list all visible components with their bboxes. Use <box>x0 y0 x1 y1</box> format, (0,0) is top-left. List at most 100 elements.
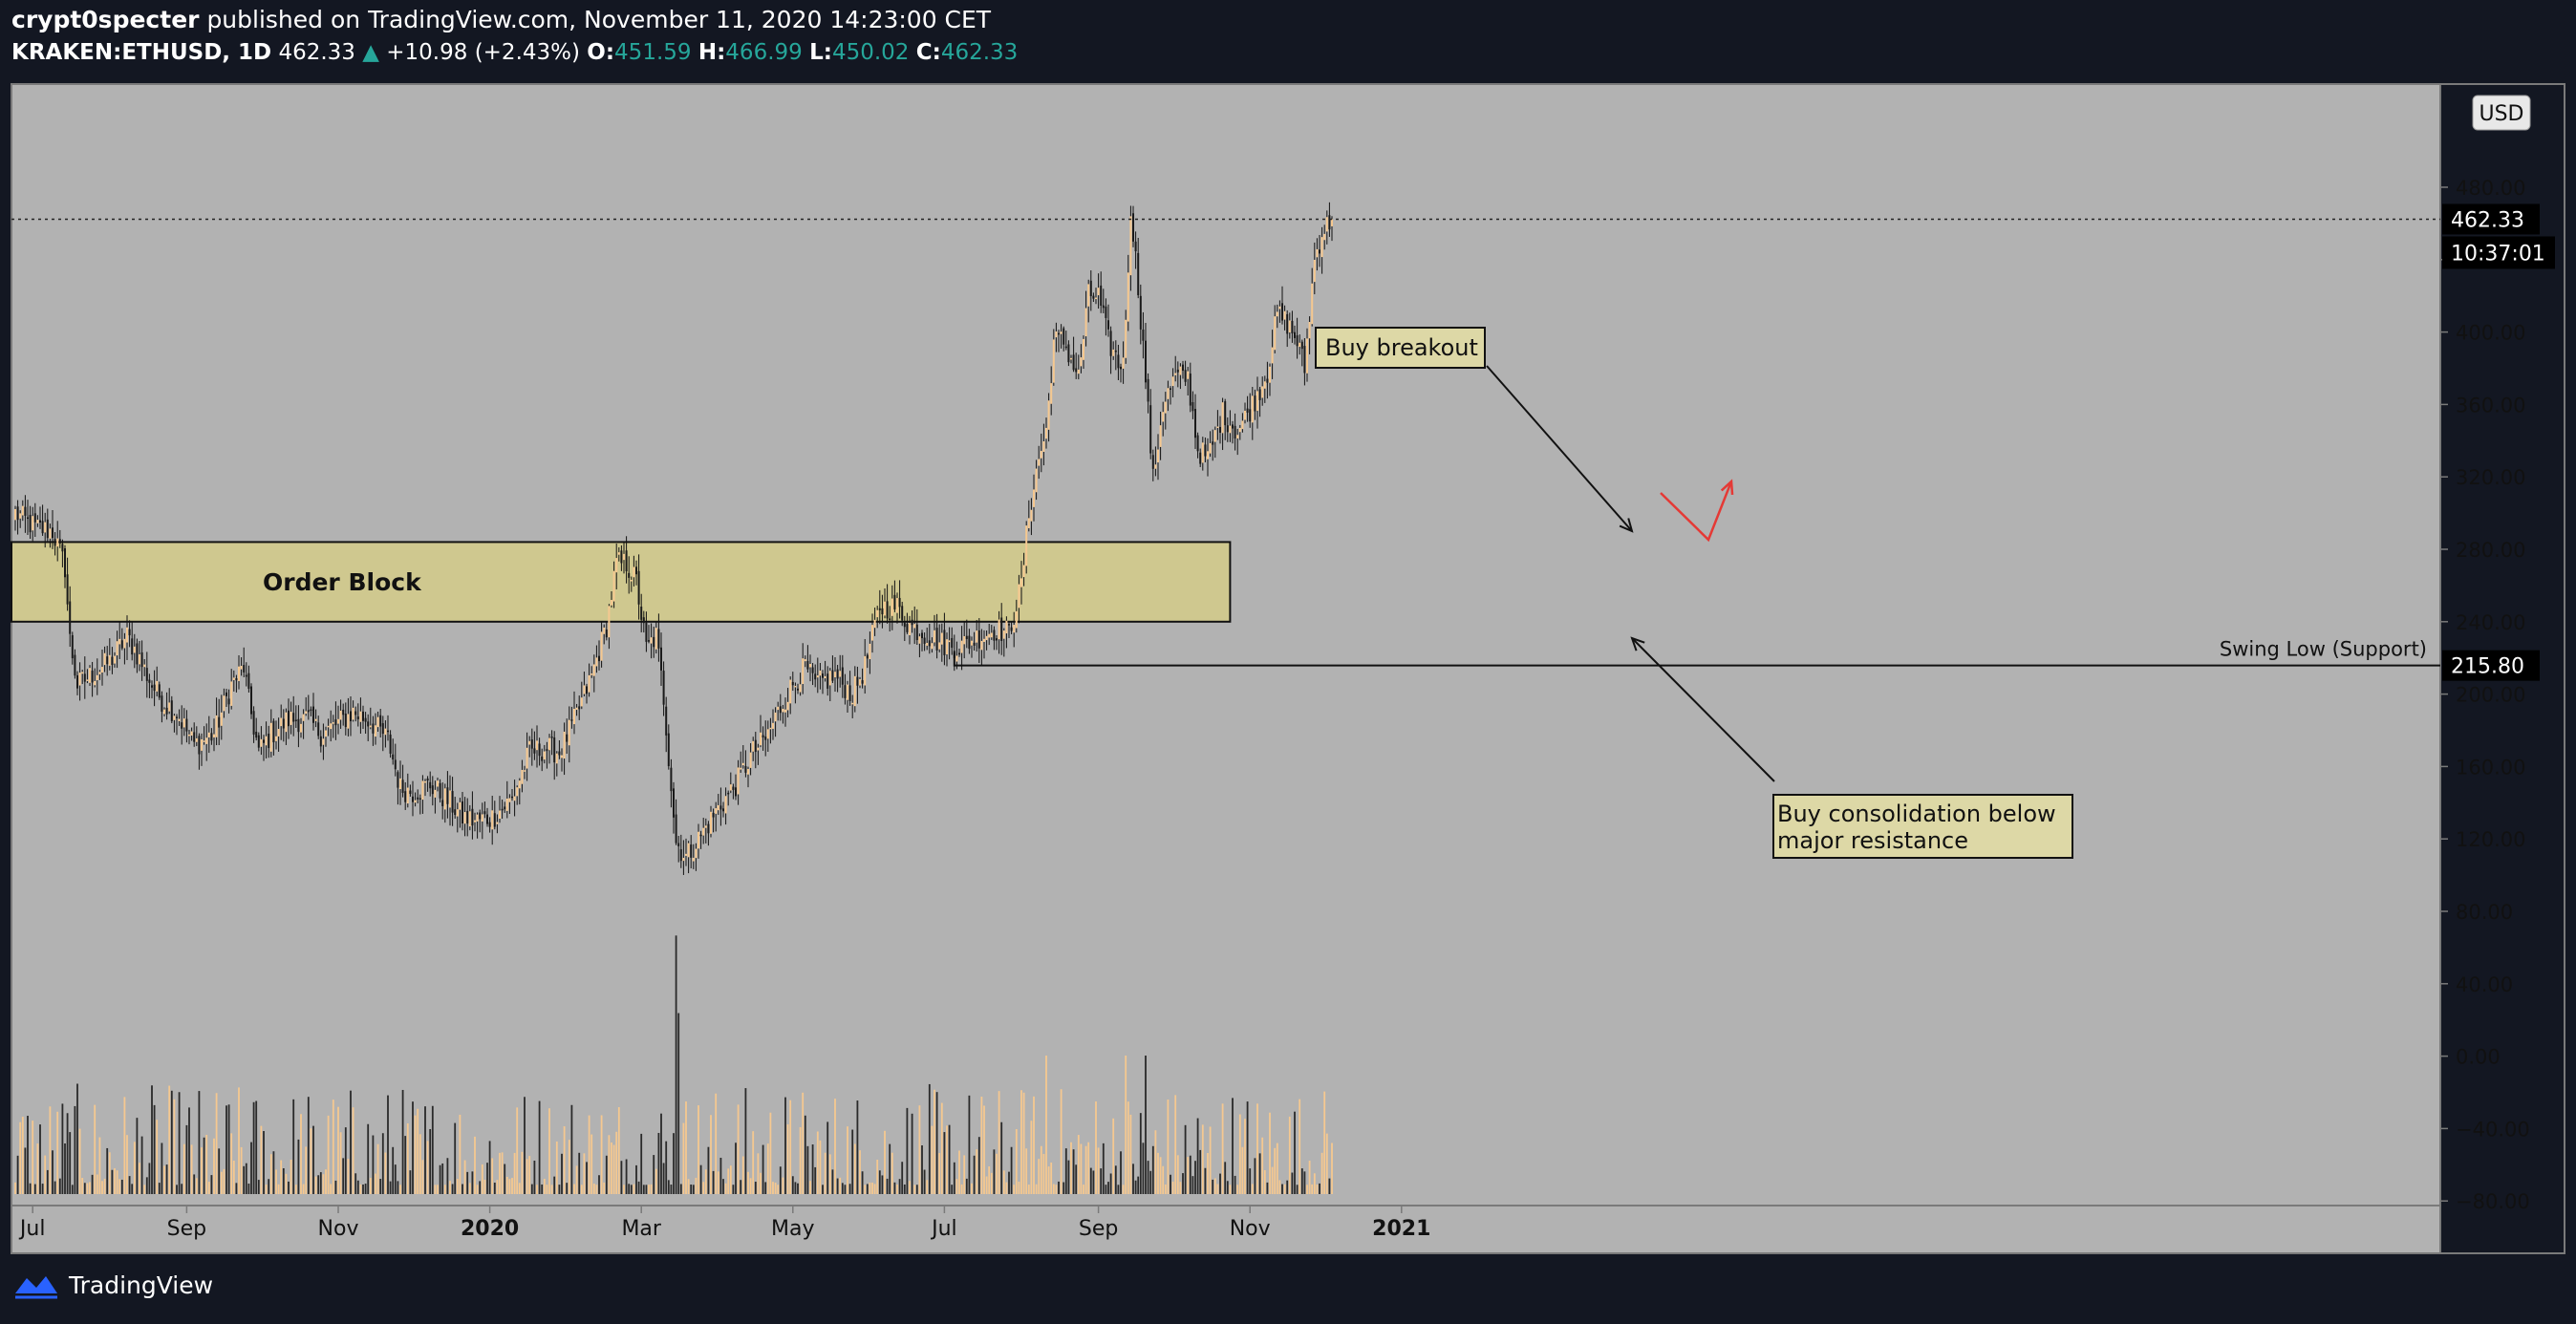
volume-bar <box>886 1178 889 1194</box>
author-name[interactable]: crypt0specter <box>11 6 200 33</box>
candle-body <box>257 735 260 748</box>
volume-bar <box>1296 1185 1299 1194</box>
candle-body <box>1288 320 1291 333</box>
volume-bar <box>76 1083 78 1194</box>
candle-body <box>573 709 575 725</box>
candle-body <box>679 849 682 862</box>
swing-low-support-line[interactable] <box>953 651 2440 667</box>
volume-bar <box>901 1162 904 1194</box>
volume-bar <box>640 1133 643 1194</box>
volume-bar <box>439 1164 441 1194</box>
candle-body <box>1236 435 1239 438</box>
candle-body <box>1283 310 1286 320</box>
candle-body <box>911 619 913 626</box>
candle-body <box>1224 401 1227 426</box>
candle-body <box>218 716 221 728</box>
volume-bar <box>1109 1173 1112 1194</box>
volume-bar <box>71 1185 74 1194</box>
candle-body <box>272 720 275 743</box>
time-axis[interactable]: Jul Sep Nov 2020 Mar May Jul Sep Nov 2021 <box>18 1206 1430 1241</box>
candle-body <box>633 566 635 578</box>
volume-bar <box>648 1185 650 1194</box>
candle-body <box>1300 341 1303 350</box>
candle-body <box>136 643 139 665</box>
volume-bar <box>161 1142 163 1194</box>
volume-bar <box>1072 1149 1075 1194</box>
volume-bar <box>456 1179 459 1194</box>
volume-bar <box>339 1132 342 1194</box>
candle-body <box>203 740 205 742</box>
volume-bar <box>878 1170 881 1194</box>
plot-area[interactable] <box>11 84 2440 1253</box>
candle-body <box>354 711 357 715</box>
buy-breakout-arrow[interactable] <box>1486 365 1633 532</box>
candle-body <box>205 737 208 744</box>
candle-body <box>33 513 36 523</box>
candle-body <box>14 508 16 521</box>
candle-body <box>27 517 29 520</box>
volume-bar <box>474 1136 476 1194</box>
publish-info: published on TradingView.com, November 1… <box>206 6 992 33</box>
candle-body <box>695 848 698 859</box>
projected-path-arrow[interactable] <box>1660 480 1733 543</box>
volume-bar <box>727 1168 730 1194</box>
volume-bar <box>1221 1103 1224 1194</box>
volume-bar <box>876 1160 879 1194</box>
candle-body <box>729 784 732 791</box>
volume-bar <box>893 1182 896 1194</box>
volume-bar <box>94 1104 97 1194</box>
candle-body <box>918 636 921 644</box>
candle-body <box>712 812 715 818</box>
candle-body <box>32 516 34 531</box>
candle-body <box>459 801 462 810</box>
volume-bar <box>275 1169 277 1194</box>
x-tick-label: Jul <box>18 1217 46 1241</box>
volume-bar <box>1271 1166 1274 1194</box>
candle-body <box>139 653 140 665</box>
volume-bar <box>1164 1184 1167 1194</box>
volume-bar <box>990 1172 993 1194</box>
candle-body <box>252 711 255 735</box>
currency-badge[interactable] <box>2472 95 2531 131</box>
open-value: 451.59 <box>614 40 692 65</box>
volume-bar <box>541 1184 544 1194</box>
candle-body <box>816 675 819 678</box>
volume-bar <box>128 1176 131 1194</box>
volume-bar <box>797 1183 799 1194</box>
chart-frame <box>11 83 2565 1254</box>
volume-bar <box>1308 1161 1311 1194</box>
volume-bar <box>1040 1145 1042 1194</box>
candle-body <box>1129 216 1132 276</box>
candle-body <box>463 812 466 824</box>
volume-bar <box>1083 1185 1084 1194</box>
volume-bar <box>1015 1129 1018 1194</box>
consolidation-box[interactable] <box>1772 794 2073 859</box>
volume-bar <box>501 1152 504 1194</box>
volume-bar <box>1008 1171 1010 1194</box>
candle-body <box>247 673 250 690</box>
candle-body <box>811 667 814 673</box>
candle-body <box>757 747 760 751</box>
candle-body <box>794 685 797 688</box>
up-triangle-icon: ▲ <box>362 40 379 65</box>
candle-body <box>58 539 61 544</box>
consolidation-arrow[interactable] <box>1631 637 1775 782</box>
volume-bar <box>963 1155 966 1194</box>
y-tick-label: 360.00 <box>2456 394 2525 416</box>
buy-breakout-box[interactable] <box>1315 327 1486 369</box>
price-axis[interactable]: 480.00440.00400.00360.00320.00280.00240.… <box>2440 177 2530 1213</box>
volume-bar <box>1162 1165 1165 1194</box>
volume-bar <box>861 1171 864 1194</box>
footer-brand[interactable]: TradingView <box>13 1271 213 1299</box>
volume-bar <box>741 1156 744 1194</box>
candle-body <box>344 714 347 728</box>
candle-body <box>1015 610 1018 629</box>
candle-body <box>600 631 603 661</box>
volume-bar <box>462 1184 463 1194</box>
candle-body <box>89 668 91 683</box>
candle-body <box>541 757 544 761</box>
volume-bar <box>1174 1095 1177 1194</box>
volume-bar <box>625 1159 628 1194</box>
volume-bar <box>951 1185 954 1194</box>
